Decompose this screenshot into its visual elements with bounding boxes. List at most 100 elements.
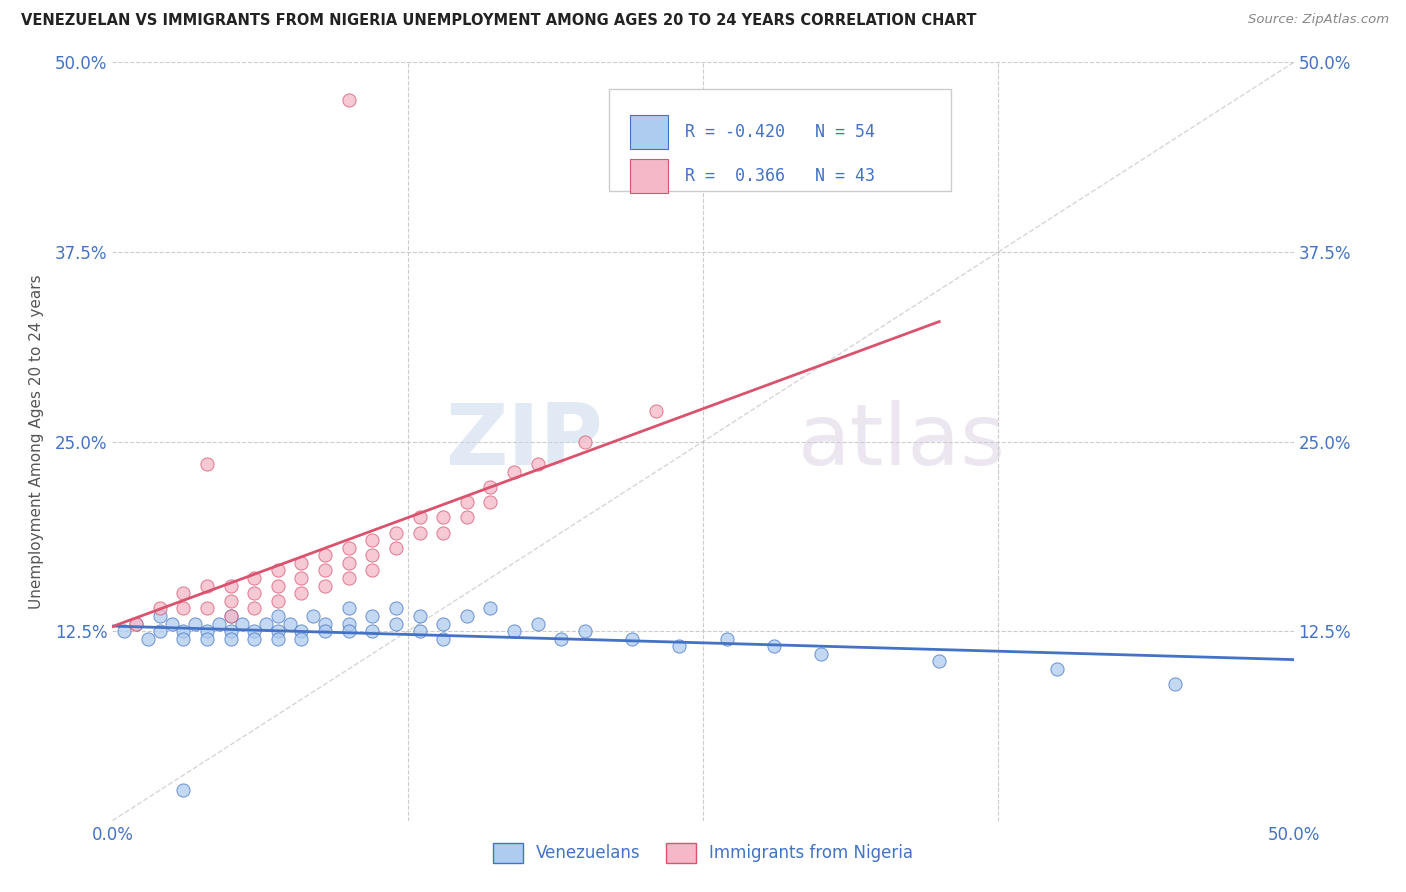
Point	[172, 601, 194, 615]
Point	[314, 624, 336, 639]
Point	[479, 480, 502, 494]
Point	[195, 632, 218, 646]
Point	[385, 525, 408, 540]
Point	[184, 616, 207, 631]
Point	[432, 616, 454, 631]
Point	[302, 608, 325, 623]
Point	[219, 632, 242, 646]
Point	[290, 624, 312, 639]
Point	[456, 495, 478, 509]
Point	[160, 616, 183, 631]
Point	[267, 624, 290, 639]
Point	[172, 624, 194, 639]
Point	[290, 571, 312, 585]
Point	[337, 556, 360, 570]
Point	[267, 608, 290, 623]
FancyBboxPatch shape	[609, 89, 950, 191]
Legend: Venezuelans, Immigrants from Nigeria: Venezuelans, Immigrants from Nigeria	[486, 837, 920, 869]
Point	[550, 632, 572, 646]
Point	[574, 434, 596, 449]
Point	[172, 783, 194, 797]
Point	[195, 458, 218, 472]
Text: VENEZUELAN VS IMMIGRANTS FROM NIGERIA UNEMPLOYMENT AMONG AGES 20 TO 24 YEARS COR: VENEZUELAN VS IMMIGRANTS FROM NIGERIA UN…	[21, 13, 977, 29]
Point	[136, 632, 159, 646]
Point	[290, 556, 312, 570]
Point	[337, 616, 360, 631]
Point	[337, 541, 360, 555]
Point	[208, 616, 231, 631]
Point	[361, 564, 384, 578]
Point	[243, 586, 266, 600]
Point	[219, 608, 242, 623]
Point	[267, 594, 290, 608]
Point	[574, 624, 596, 639]
Point	[456, 608, 478, 623]
Point	[195, 624, 218, 639]
Point	[503, 624, 526, 639]
Point	[479, 601, 502, 615]
Point	[456, 510, 478, 524]
Point	[361, 533, 384, 548]
Text: R =  0.366   N = 43: R = 0.366 N = 43	[685, 167, 876, 185]
Point	[243, 601, 266, 615]
Text: R = -0.420   N = 54: R = -0.420 N = 54	[685, 123, 876, 141]
Y-axis label: Unemployment Among Ages 20 to 24 years: Unemployment Among Ages 20 to 24 years	[30, 274, 44, 609]
Point	[112, 624, 135, 639]
Point	[314, 548, 336, 563]
Point	[195, 579, 218, 593]
Point	[526, 616, 548, 631]
Point	[503, 465, 526, 479]
Point	[314, 564, 336, 578]
Point	[219, 624, 242, 639]
Point	[644, 404, 666, 418]
FancyBboxPatch shape	[630, 115, 668, 149]
Point	[621, 632, 644, 646]
Point	[219, 579, 242, 593]
Point	[361, 624, 384, 639]
Point	[408, 510, 430, 524]
Point	[385, 541, 408, 555]
Point	[267, 632, 290, 646]
Point	[219, 608, 242, 623]
Point	[314, 579, 336, 593]
Point	[432, 632, 454, 646]
Point	[361, 548, 384, 563]
Point	[219, 594, 242, 608]
Point	[172, 632, 194, 646]
Point	[337, 601, 360, 615]
Text: atlas: atlas	[797, 400, 1005, 483]
Point	[290, 632, 312, 646]
Point	[243, 632, 266, 646]
Point	[479, 495, 502, 509]
Point	[231, 616, 253, 631]
Text: Source: ZipAtlas.com: Source: ZipAtlas.com	[1249, 13, 1389, 27]
Point	[408, 525, 430, 540]
Point	[762, 639, 785, 653]
Point	[432, 510, 454, 524]
Point	[810, 647, 832, 661]
Point	[408, 608, 430, 623]
Point	[254, 616, 277, 631]
Point	[1164, 677, 1187, 691]
Point	[432, 525, 454, 540]
Point	[267, 579, 290, 593]
Point	[668, 639, 690, 653]
Point	[385, 601, 408, 615]
Point	[385, 616, 408, 631]
Text: ZIP: ZIP	[444, 400, 603, 483]
Point	[149, 608, 172, 623]
Point	[337, 94, 360, 108]
Point	[337, 571, 360, 585]
Point	[408, 624, 430, 639]
Point	[267, 564, 290, 578]
Point	[243, 571, 266, 585]
Point	[278, 616, 301, 631]
Point	[290, 586, 312, 600]
Point	[337, 624, 360, 639]
Point	[928, 655, 950, 669]
FancyBboxPatch shape	[630, 159, 668, 193]
Point	[149, 624, 172, 639]
Point	[243, 624, 266, 639]
Point	[716, 632, 738, 646]
Point	[125, 616, 148, 631]
